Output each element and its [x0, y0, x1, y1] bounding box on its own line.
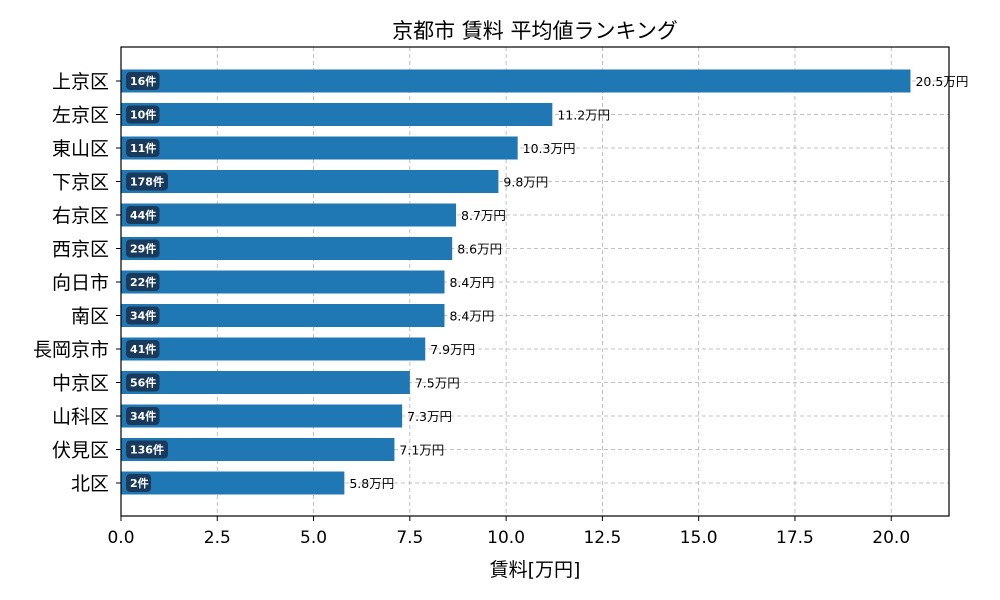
- x-tick-label: 12.5: [583, 528, 621, 548]
- y-tick-label: 向日市: [52, 272, 109, 294]
- count-badge: [126, 340, 160, 358]
- value-label: 8.6万円: [457, 242, 502, 257]
- y-tick-label: 伏見区: [52, 440, 109, 462]
- value-label: 7.3万円: [407, 409, 452, 424]
- value-label: 10.3万円: [523, 141, 576, 156]
- y-tick-label: 西京区: [52, 239, 109, 261]
- x-tick-label: 10.0: [487, 528, 525, 548]
- count-badge: [126, 474, 151, 492]
- y-tick-label: 左京区: [52, 105, 109, 127]
- count-badge: [126, 172, 168, 191]
- count-badge: [126, 72, 160, 90]
- count-label: 29件: [130, 242, 156, 256]
- value-label: 11.2万円: [557, 108, 610, 123]
- count-label: 178件: [130, 175, 164, 189]
- bar: [121, 371, 410, 394]
- value-label: 5.8万円: [349, 476, 394, 491]
- count-badge: [126, 139, 160, 157]
- x-tick-label: 15.0: [680, 528, 718, 548]
- x-tick-label: 0.0: [107, 528, 134, 548]
- bar: [121, 404, 403, 428]
- count-label: 22件: [130, 275, 156, 289]
- bar: [121, 170, 499, 193]
- count-label: 44件: [130, 208, 156, 222]
- count-badge: [126, 105, 160, 124]
- count-badge: [126, 407, 160, 425]
- y-tick-label: 東山区: [52, 138, 109, 160]
- y-tick-label: 山科区: [52, 406, 109, 428]
- count-label: 56件: [130, 376, 156, 390]
- x-axis-label: 賃料[万円]: [490, 559, 581, 581]
- bar: [121, 337, 426, 361]
- value-label: 7.9万円: [430, 342, 475, 357]
- bar: [121, 471, 345, 495]
- x-tick-label: 17.5: [776, 528, 814, 548]
- count-badge: [126, 273, 160, 291]
- bar: [121, 270, 445, 294]
- x-axis-ticks: 0.0 2.5 5.0 7.5 10.0 12.5 15.0 17.5 20.0: [107, 516, 910, 548]
- chart-title: 京都市 賃料 平均値ランキング: [392, 19, 678, 43]
- x-tick-label: 20.0: [872, 528, 910, 548]
- y-tick-label: 中京区: [52, 373, 109, 395]
- value-label: 20.5万円: [915, 74, 968, 89]
- value-label: 8.7万円: [461, 208, 506, 223]
- x-tick-label: 2.5: [204, 528, 231, 548]
- x-tick-label: 7.5: [396, 528, 423, 548]
- bar: [121, 136, 518, 160]
- count-badge: [126, 440, 168, 459]
- count-label: 2件: [130, 476, 149, 490]
- value-label: 7.5万円: [415, 376, 460, 391]
- count-label: 34件: [130, 309, 156, 323]
- bar: [121, 438, 395, 461]
- bar: [121, 237, 453, 260]
- count-label: 11件: [130, 141, 156, 155]
- count-badge: [126, 239, 160, 258]
- count-badge: [126, 306, 160, 325]
- y-tick-label: 右京区: [52, 205, 109, 227]
- x-tick-label: 5.0: [300, 528, 327, 548]
- count-label: 16件: [130, 74, 156, 88]
- value-label: 9.8万円: [503, 175, 548, 190]
- y-tick-label: 長岡京市: [33, 339, 109, 361]
- bar: [121, 304, 445, 327]
- y-tick-label: 上京区: [52, 71, 109, 93]
- bar: [121, 203, 457, 227]
- bar: [121, 103, 553, 126]
- value-label: 8.4万円: [449, 275, 494, 290]
- count-label: 10件: [130, 108, 156, 122]
- count-badge: [126, 373, 160, 392]
- count-badge: [126, 206, 160, 224]
- value-label: 8.4万円: [449, 309, 494, 324]
- count-label: 136件: [130, 443, 164, 457]
- value-label: 7.1万円: [399, 443, 444, 458]
- count-label: 41件: [130, 342, 156, 356]
- y-tick-label: 北区: [71, 473, 109, 495]
- bar: [121, 69, 911, 93]
- bars: 16件 20.5万円 10件 11.2万円 11件 10.3万円 178件 9.8万円 44件 8…: [121, 69, 968, 495]
- count-label: 34件: [130, 409, 156, 423]
- y-tick-label: 下京区: [52, 172, 109, 194]
- y-tick-label: 南区: [71, 306, 109, 328]
- grid-lines: [120, 47, 949, 516]
